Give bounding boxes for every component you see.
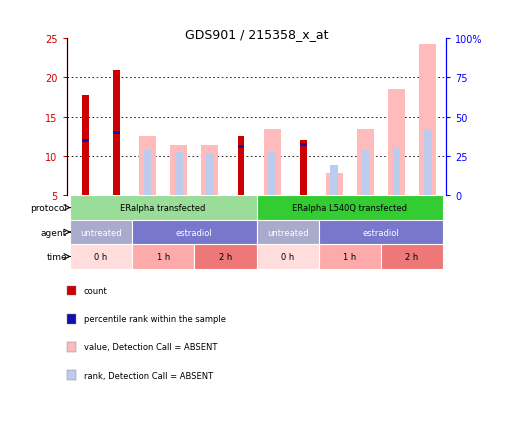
Bar xyxy=(256,220,319,245)
Text: 2 h: 2 h xyxy=(405,253,419,261)
Text: agent: agent xyxy=(41,228,67,237)
Bar xyxy=(300,144,307,146)
Bar xyxy=(113,70,120,196)
Text: protocol: protocol xyxy=(30,204,67,213)
Bar xyxy=(206,155,214,196)
Bar xyxy=(70,245,132,269)
Text: count: count xyxy=(84,286,107,295)
Bar xyxy=(256,196,443,220)
Text: value, Detection Call = ABSENT: value, Detection Call = ABSENT xyxy=(84,343,217,352)
Text: 2 h: 2 h xyxy=(219,253,232,261)
Bar xyxy=(144,151,151,196)
Text: time: time xyxy=(46,253,67,261)
Bar xyxy=(170,146,187,196)
Bar xyxy=(139,137,156,196)
Bar xyxy=(326,174,343,196)
Bar xyxy=(256,245,319,269)
Bar xyxy=(419,45,436,196)
Bar xyxy=(132,220,256,245)
Bar xyxy=(113,132,120,135)
Text: 1 h: 1 h xyxy=(156,253,170,261)
Text: estradiol: estradiol xyxy=(176,228,213,237)
Text: estradiol: estradiol xyxy=(363,228,399,237)
Bar xyxy=(201,146,219,196)
Bar xyxy=(362,151,369,196)
Bar xyxy=(357,129,374,196)
Text: 0 h: 0 h xyxy=(94,253,108,261)
Bar xyxy=(392,149,401,196)
Text: untreated: untreated xyxy=(267,228,308,237)
Bar xyxy=(268,153,276,196)
Bar xyxy=(319,245,381,269)
Bar xyxy=(82,140,89,142)
Bar xyxy=(194,245,256,269)
Text: ERalpha transfected: ERalpha transfected xyxy=(121,204,206,213)
Bar xyxy=(300,141,307,196)
Text: 0 h: 0 h xyxy=(281,253,294,261)
Bar xyxy=(238,146,244,149)
Text: ERalpha L540Q transfected: ERalpha L540Q transfected xyxy=(292,204,407,213)
Bar xyxy=(175,153,183,196)
Text: 1 h: 1 h xyxy=(343,253,357,261)
Bar xyxy=(132,245,194,269)
Bar xyxy=(264,129,281,196)
Text: rank, Detection Call = ABSENT: rank, Detection Call = ABSENT xyxy=(84,371,213,380)
Bar xyxy=(70,196,256,220)
Bar xyxy=(424,129,431,196)
Bar xyxy=(319,220,443,245)
Bar xyxy=(82,95,89,196)
Bar xyxy=(388,90,405,196)
Bar xyxy=(70,220,132,245)
Text: percentile rank within the sample: percentile rank within the sample xyxy=(84,315,226,323)
Text: untreated: untreated xyxy=(80,228,122,237)
Bar xyxy=(330,166,338,196)
Bar xyxy=(381,245,443,269)
Bar xyxy=(238,137,244,196)
Text: GDS901 / 215358_x_at: GDS901 / 215358_x_at xyxy=(185,28,328,41)
